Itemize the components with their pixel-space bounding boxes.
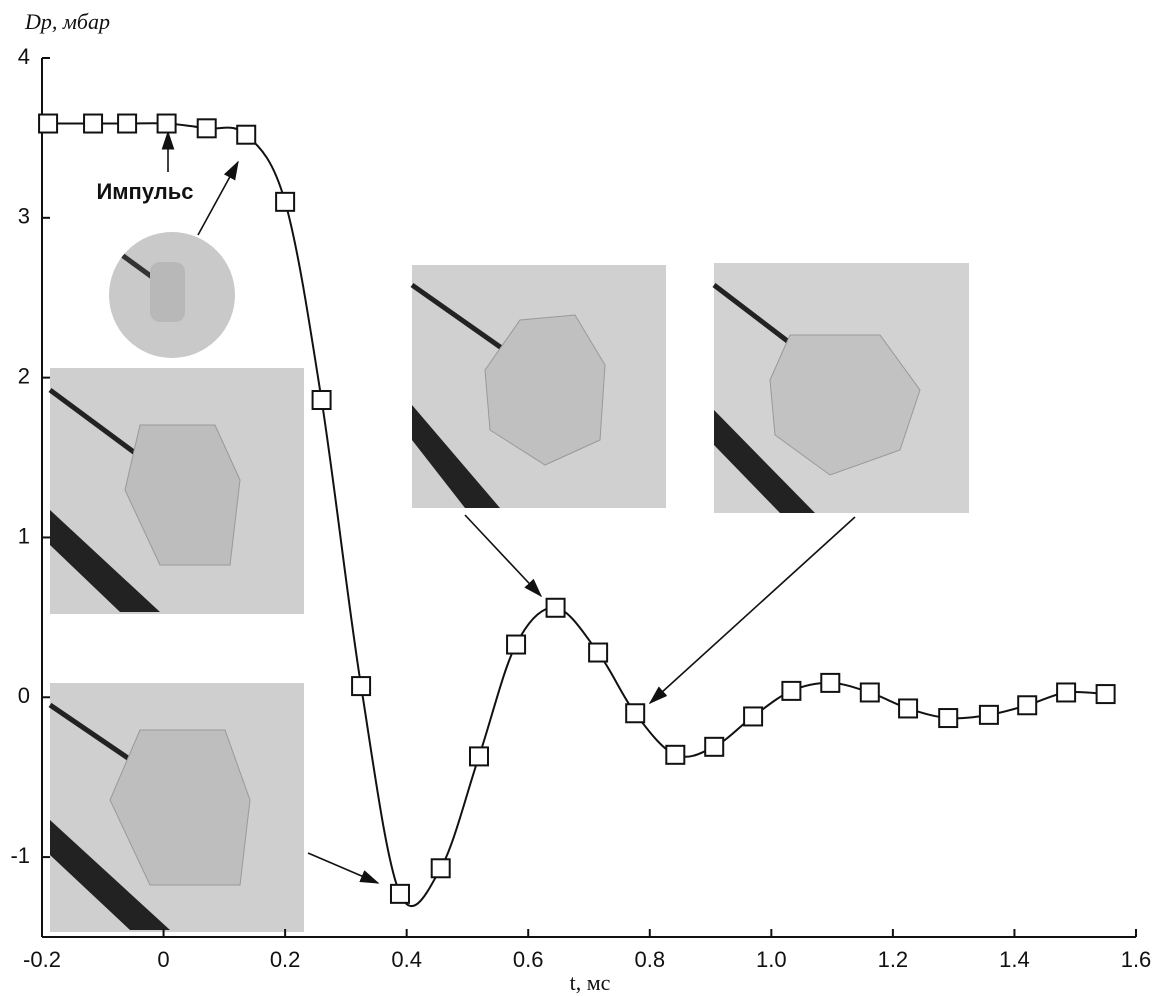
marker [275, 191, 296, 212]
marker [311, 390, 332, 411]
marker [83, 113, 104, 134]
x-tick-label: 0.6 [513, 947, 544, 972]
y-tick-label: -1 [10, 843, 30, 868]
marker [1095, 684, 1116, 705]
y-tick-label: 1 [18, 523, 30, 548]
marker [588, 642, 609, 663]
marker [820, 672, 841, 693]
marker [1017, 695, 1038, 716]
y-axis-label: Dp, мбар [24, 9, 110, 34]
y-tick-label: 2 [18, 363, 30, 388]
marker [506, 634, 527, 655]
x-tick-label: -0.2 [23, 947, 61, 972]
marker [859, 682, 880, 703]
marker [545, 597, 566, 618]
marker [781, 680, 802, 701]
marker [196, 118, 217, 139]
y-tick-label: 3 [18, 204, 30, 229]
marker [430, 858, 451, 879]
x-tick-label: 1.4 [999, 947, 1030, 972]
marker [898, 698, 919, 719]
x-tick-label: 0 [157, 947, 169, 972]
arrows [161, 130, 856, 884]
x-tick-label: 1.6 [1121, 947, 1152, 972]
marker [117, 113, 138, 134]
x-tick-label: 1.0 [756, 947, 787, 972]
marker [468, 746, 489, 767]
marker [978, 704, 999, 725]
marker [625, 703, 646, 724]
x-axis-label: t, мс [570, 970, 611, 995]
marker [743, 706, 764, 727]
marker [938, 708, 959, 729]
marker [156, 113, 177, 134]
marker [351, 676, 372, 697]
marker [38, 113, 59, 134]
x-tick-label: 0.4 [391, 947, 422, 972]
x-tick-label: 0.8 [634, 947, 665, 972]
annotation: Импульс [96, 179, 193, 204]
insets [48, 232, 969, 932]
y-tick-label: 0 [18, 683, 30, 708]
x-tick-label: 0.2 [270, 947, 301, 972]
marker [665, 744, 686, 765]
marker [1056, 682, 1077, 703]
y-tick-label: 4 [18, 44, 30, 69]
marker [389, 883, 410, 904]
marker [704, 736, 725, 757]
marker [236, 124, 257, 145]
x-tick-label: 1.2 [878, 947, 909, 972]
